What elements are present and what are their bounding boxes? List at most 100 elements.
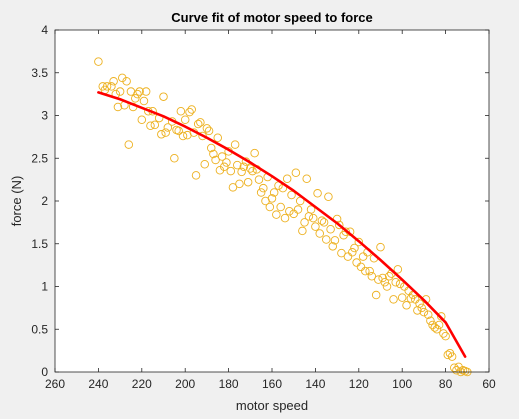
data-point bbox=[150, 120, 160, 130]
data-point bbox=[180, 115, 190, 125]
data-point bbox=[280, 213, 290, 223]
data-point bbox=[441, 331, 450, 341]
data-point bbox=[324, 192, 333, 201]
data-point bbox=[450, 363, 459, 372]
chart-title: Curve fit of motor speed to force bbox=[171, 10, 373, 25]
data-point bbox=[289, 209, 298, 219]
data-point bbox=[228, 183, 238, 192]
data-point bbox=[287, 190, 296, 200]
data-point bbox=[200, 159, 209, 169]
plot-area bbox=[55, 30, 489, 372]
data-point bbox=[319, 218, 329, 227]
data-point bbox=[163, 123, 173, 132]
data-point bbox=[174, 126, 183, 136]
data-point bbox=[298, 226, 307, 236]
data-point bbox=[235, 179, 244, 189]
y-tick-label: 2 bbox=[41, 194, 48, 208]
data-point bbox=[300, 218, 309, 227]
data-point bbox=[209, 149, 218, 159]
data-point bbox=[391, 277, 400, 287]
data-point bbox=[417, 303, 426, 313]
data-point bbox=[185, 107, 194, 117]
data-point bbox=[358, 252, 368, 261]
data-point bbox=[282, 174, 292, 184]
data-point bbox=[265, 202, 275, 212]
y-tick-label: 0.5 bbox=[31, 322, 48, 336]
data-point bbox=[341, 227, 351, 237]
x-tick-label: 80 bbox=[439, 377, 453, 391]
data-point bbox=[434, 320, 444, 330]
data-point bbox=[196, 118, 205, 127]
data-point bbox=[226, 166, 236, 176]
data-point bbox=[426, 316, 435, 325]
data-point bbox=[315, 229, 324, 238]
data-point bbox=[330, 236, 340, 245]
x-tick-label: 220 bbox=[132, 377, 152, 391]
data-point bbox=[202, 124, 212, 133]
data-point bbox=[293, 205, 303, 214]
data-point bbox=[335, 220, 344, 230]
data-point bbox=[137, 115, 147, 125]
x-axis-label: motor speed bbox=[236, 398, 308, 413]
data-point bbox=[272, 210, 281, 219]
data-point bbox=[352, 258, 361, 267]
fit-layer bbox=[97, 91, 467, 358]
data-point bbox=[376, 242, 385, 252]
data-point bbox=[437, 312, 446, 321]
y-tick-label: 2.5 bbox=[31, 151, 48, 165]
data-point bbox=[402, 301, 411, 310]
data-point bbox=[94, 57, 103, 66]
data-point bbox=[113, 102, 123, 112]
data-point bbox=[382, 282, 392, 291]
data-point bbox=[350, 243, 359, 253]
x-tick-label: 180 bbox=[219, 377, 239, 391]
data-point bbox=[348, 248, 357, 257]
x-axis: 260 240 220 200 180 160 140 120 100 80 60 bbox=[45, 30, 496, 391]
data-point bbox=[447, 352, 457, 361]
data-point bbox=[393, 265, 403, 274]
data-point bbox=[308, 213, 318, 223]
data-point bbox=[159, 92, 168, 101]
data-point bbox=[139, 96, 149, 106]
data-point bbox=[243, 177, 253, 187]
data-point bbox=[354, 237, 364, 247]
data-point bbox=[356, 262, 366, 272]
data-point bbox=[259, 183, 268, 193]
data-point bbox=[395, 279, 405, 289]
data-point bbox=[423, 310, 433, 319]
data-point bbox=[131, 94, 140, 103]
data-point bbox=[233, 160, 242, 170]
y-tick-label: 0 bbox=[41, 365, 48, 379]
data-point bbox=[378, 273, 387, 283]
x-tick-label: 100 bbox=[392, 377, 412, 391]
data-point bbox=[107, 82, 116, 91]
data-point bbox=[367, 271, 377, 281]
x-tick-label: 200 bbox=[175, 377, 195, 391]
x-tick-label: 260 bbox=[45, 377, 65, 391]
fit-curve bbox=[97, 91, 467, 358]
data-point bbox=[213, 133, 222, 142]
x-tick-label: 120 bbox=[349, 377, 369, 391]
y-axis-label: force (N) bbox=[9, 176, 24, 227]
data-point bbox=[237, 167, 246, 177]
data-point bbox=[337, 248, 346, 258]
x-tick-label: 240 bbox=[88, 377, 108, 391]
data-point bbox=[428, 320, 437, 330]
data-point bbox=[102, 82, 112, 91]
data-point bbox=[157, 130, 166, 139]
y-axis: 0 0.5 1 1.5 2 2.5 3 3.5 4 bbox=[31, 23, 489, 379]
data-point bbox=[365, 266, 374, 276]
data-point bbox=[141, 87, 151, 96]
data-point bbox=[248, 166, 257, 176]
data-point bbox=[326, 224, 335, 234]
data-point bbox=[389, 295, 398, 304]
data-point bbox=[361, 266, 370, 276]
data-point bbox=[328, 242, 338, 251]
data-point bbox=[246, 164, 255, 173]
data-point bbox=[371, 290, 381, 300]
data-point bbox=[133, 89, 142, 99]
data-point bbox=[176, 106, 186, 116]
data-point bbox=[397, 293, 407, 302]
data-point bbox=[291, 168, 301, 178]
